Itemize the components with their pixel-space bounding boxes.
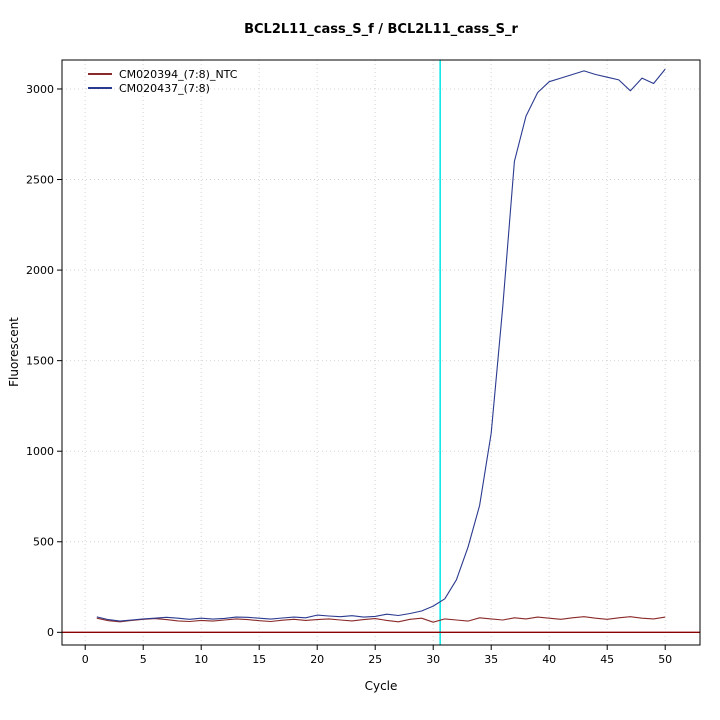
x-tick-label: 45 (600, 653, 614, 666)
legend-label: CM020437_(7:8) (119, 81, 210, 95)
series-line-1 (96, 68, 666, 622)
y-tick-label: 500 (33, 536, 54, 549)
legend-item: CM020394_(7:8)_NTC (88, 67, 237, 81)
x-tick-label: 10 (194, 653, 208, 666)
x-axis-label: Cycle (364, 679, 398, 693)
legend: CM020394_(7:8)_NTC CM020437_(7:8) (88, 67, 237, 95)
x-tick-label: 20 (310, 653, 324, 666)
x-tick-label: 40 (542, 653, 556, 666)
x-tick-label: 5 (140, 653, 147, 666)
plot-border (61, 59, 701, 646)
x-tick-label: 0 (82, 653, 89, 666)
y-tick-label: 2500 (26, 173, 54, 186)
legend-item: CM020437_(7:8) (88, 81, 237, 95)
x-tick-label: 30 (426, 653, 440, 666)
chart-title: BCL2L11_cass_S_f / BCL2L11_cass_S_r (244, 22, 518, 37)
x-tick-label: 50 (658, 653, 672, 666)
legend-line-swatch (88, 87, 112, 89)
y-tick-label: 3000 (26, 83, 54, 96)
y-tick-label: 1000 (26, 445, 54, 458)
x-tick-label: 15 (252, 653, 266, 666)
x-tick-label: 25 (368, 653, 382, 666)
y-tick-label: 1500 (26, 355, 54, 368)
y-tick-label: 2000 (26, 264, 54, 277)
series-line-0 (96, 616, 666, 623)
y-tick-label: 0 (47, 626, 54, 639)
x-tick-label: 35 (484, 653, 498, 666)
legend-line-swatch (88, 73, 112, 75)
legend-label: CM020394_(7:8)_NTC (119, 67, 238, 81)
